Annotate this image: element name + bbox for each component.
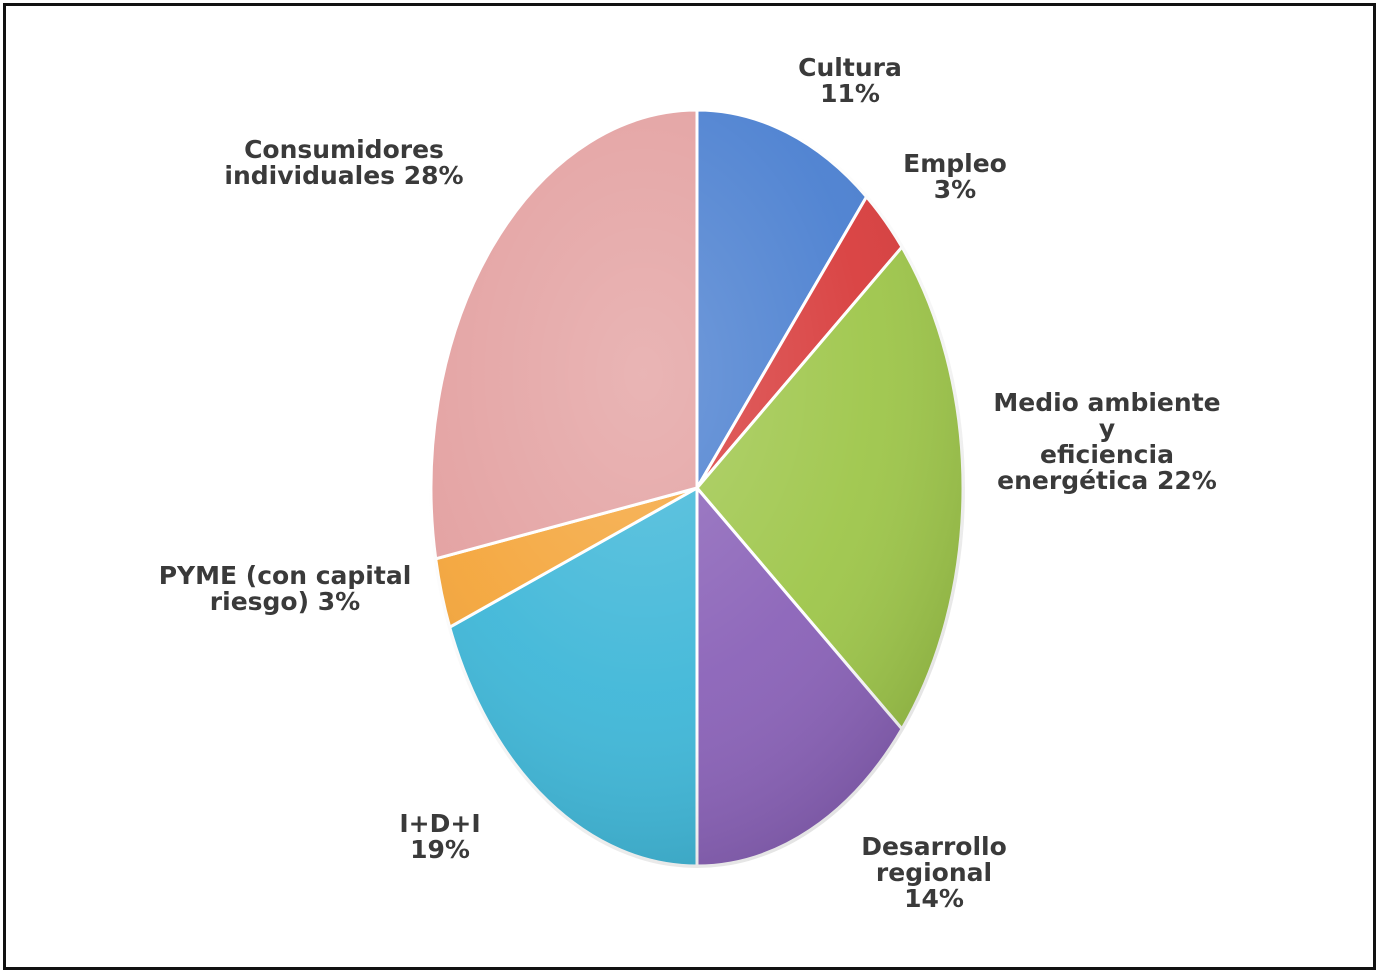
slice-label-2-line-2: eficiencia xyxy=(1040,440,1174,469)
slice-label-1-line-0: Empleo xyxy=(903,149,1007,178)
slice-label-2-line-0: Medio ambiente xyxy=(993,388,1220,417)
slice-label-5-line-0: PYME (con capital xyxy=(159,561,412,590)
pie-slices xyxy=(429,108,965,868)
slice-label-1-line-1: 3% xyxy=(934,175,976,204)
slice-label-6-line-0: Consumidores xyxy=(244,135,444,164)
slice-label-5: PYME (con capital riesgo) 3% xyxy=(159,561,412,616)
slice-label-0-line-0: Cultura xyxy=(798,53,902,82)
slice-label-3: Desarrollo regional 14% xyxy=(861,832,1007,913)
slice-label-4: I+D+I 19% xyxy=(399,809,480,864)
slice-label-6-line-1: individuales 28% xyxy=(224,161,463,190)
slice-label-3-line-1: regional xyxy=(876,858,992,887)
pie-slice-6 xyxy=(429,108,699,561)
pie-labels: Cultura 11%Empleo 3%Medio ambiente y eficien… xyxy=(159,53,1221,913)
slice-label-4-line-0: I+D+I xyxy=(399,809,480,838)
slice-label-1: Empleo 3% xyxy=(903,149,1007,204)
slice-label-3-line-0: Desarrollo xyxy=(861,832,1007,861)
slice-label-3-line-2: 14% xyxy=(904,884,964,913)
slice-label-5-line-1: riesgo) 3% xyxy=(210,587,360,616)
slice-label-2: Medio ambiente y eficiencia energética 22% xyxy=(993,388,1220,495)
slice-label-0-line-1: 11% xyxy=(820,79,880,108)
slice-label-4-line-1: 19% xyxy=(410,835,470,864)
slice-label-2-line-1: y xyxy=(1099,414,1115,443)
slice-label-0: Cultura 11% xyxy=(798,53,902,108)
slice-label-6: Consumidores individuales 28% xyxy=(224,135,463,190)
slice-label-2-line-3: energética 22% xyxy=(997,466,1217,495)
